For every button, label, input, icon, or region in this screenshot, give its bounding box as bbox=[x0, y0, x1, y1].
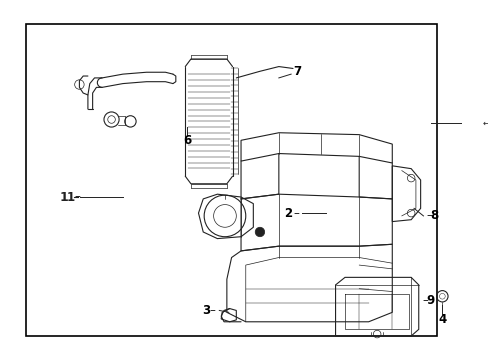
Text: 1: 1 bbox=[60, 190, 68, 203]
Text: 2: 2 bbox=[284, 207, 292, 220]
Text: 6: 6 bbox=[183, 134, 191, 147]
Text: ←: ← bbox=[481, 119, 488, 128]
Text: 9: 9 bbox=[425, 294, 433, 307]
Bar bbox=[25, 24, 436, 336]
Text: 8: 8 bbox=[430, 210, 438, 222]
Text: 5: 5 bbox=[487, 117, 488, 130]
Text: –: – bbox=[426, 210, 431, 222]
Circle shape bbox=[255, 227, 264, 237]
Text: –: – bbox=[422, 294, 427, 307]
Text: –: – bbox=[75, 190, 81, 203]
Text: 7: 7 bbox=[293, 65, 301, 78]
Text: 4: 4 bbox=[437, 314, 446, 327]
Text: –: – bbox=[209, 304, 215, 317]
Text: –: – bbox=[292, 207, 298, 220]
Text: 3: 3 bbox=[202, 304, 210, 317]
Text: 1: 1 bbox=[67, 190, 75, 203]
